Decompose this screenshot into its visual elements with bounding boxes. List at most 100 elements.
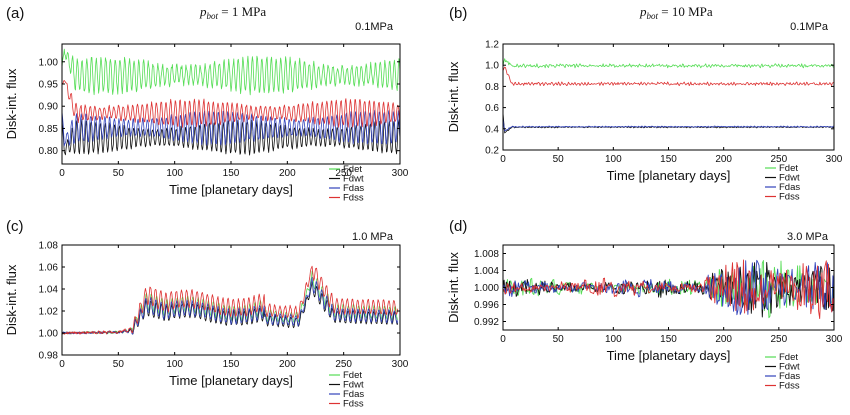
series-line-fdwt — [503, 112, 834, 134]
y-tick-label: 1.04 — [39, 285, 59, 296]
series-line-fdas — [503, 118, 834, 132]
y-tick-label: 0.996 — [474, 300, 499, 311]
x-tick-label: 150 — [223, 168, 240, 179]
panel-letter: (c) — [6, 218, 24, 235]
pressure-label: 0.1MPa — [355, 21, 394, 33]
series-line-fdet — [503, 58, 834, 69]
series-group — [503, 259, 834, 320]
series-group — [62, 48, 400, 156]
series-line-fdet — [62, 270, 399, 335]
x-tick-label: 100 — [166, 168, 183, 179]
series-line-fdss — [503, 66, 834, 86]
x-tick-label: 300 — [392, 359, 409, 370]
x-tick-label: 250 — [770, 154, 787, 165]
legend-entry: Fdas — [343, 389, 364, 400]
legend-entry: Fdwt — [343, 174, 364, 185]
y-tick-label: 1.08 — [39, 241, 59, 252]
y-tick-label: 0.6 — [485, 103, 499, 114]
y-tick-label: 1.0 — [485, 61, 499, 72]
x-tick-label: 250 — [335, 359, 352, 370]
x-tick-label: 50 — [113, 168, 125, 179]
legend-entry: Fdwt — [343, 380, 364, 391]
y-tick-label: 0.992 — [474, 317, 499, 328]
y-tick-label: 1.008 — [474, 249, 499, 260]
y-tick-label: 1.00 — [39, 329, 59, 340]
x-axis-label: Time [planetary days] — [607, 168, 731, 183]
y-tick-label: 1.004 — [474, 266, 499, 277]
pressure-label: 3.0 MPa — [787, 231, 829, 243]
legend-entry: Fdet — [343, 370, 362, 381]
x-tick-label: 50 — [553, 334, 565, 345]
series-line-fdas — [62, 109, 400, 147]
x-tick-label: 100 — [605, 154, 622, 165]
x-tick-label: 150 — [223, 359, 240, 370]
x-tick-label: 0 — [500, 154, 506, 165]
legend-entry: Fdet — [779, 352, 798, 363]
series-line-fdet — [62, 48, 400, 96]
y-tick-label: 1.02 — [39, 307, 59, 318]
pressure-label: 1.0 MPa — [352, 231, 394, 243]
legend-entry: Fdss — [779, 192, 800, 203]
legend-entry: Fdss — [343, 193, 364, 204]
x-tick-label: 200 — [715, 334, 732, 345]
y-tick-label: 0.80 — [39, 146, 59, 157]
x-tick-label: 50 — [553, 154, 565, 165]
y-axis-label: Disk-int. flux — [4, 264, 19, 335]
x-axis-label: Time [planetary days] — [607, 348, 731, 363]
y-tick-label: 0.2 — [485, 146, 499, 157]
y-tick-label: 0.8 — [485, 82, 499, 93]
series-group — [503, 58, 834, 134]
y-axis-label: Disk-int. flux — [446, 61, 461, 132]
chart-panel-2: 0 50 100 150 200 250 300 0.98 1.00 1.02 1.04 1.06 1.… — [4, 218, 409, 410]
x-axis-label: Time [planetary days] — [169, 182, 293, 197]
series-group — [62, 265, 399, 335]
pbot-header-b: pbot = 10 MPa — [639, 4, 713, 21]
x-tick-label: 0 — [59, 168, 65, 179]
legend-entry: Fdet — [779, 163, 798, 174]
y-tick-label: 1.000 — [474, 283, 499, 294]
chart-panels: 0 50 100 150 200 250 3000.800.850.900.951.00Ti… — [4, 5, 843, 410]
x-tick-label: 300 — [826, 154, 843, 165]
x-tick-label: 150 — [660, 334, 677, 345]
series-line-fdss — [62, 265, 399, 335]
y-tick-label: 0.98 — [39, 351, 59, 362]
y-tick-label: 0.85 — [39, 124, 59, 135]
plot-frame — [61, 244, 401, 356]
y-tick-label: 1.06 — [39, 263, 59, 274]
y-tick-label: 0.95 — [39, 80, 59, 91]
panel-letter: (a) — [6, 5, 24, 22]
chart-panel-1: 0 50 100 150 200 250 300 0.2 0.4 0.6 0.8 1.0 1.2 Time… — [446, 5, 843, 203]
x-tick-label: 0 — [500, 334, 506, 345]
legend-entry: Fdas — [779, 371, 800, 382]
legend-entry: Fdas — [343, 183, 364, 194]
x-tick-label: 200 — [715, 154, 732, 165]
plot-frame — [502, 43, 835, 151]
legend-entry: Fdet — [343, 164, 362, 175]
x-tick-label: 200 — [279, 168, 296, 179]
chart-panel-0: 0 50 100 150 200 250 300 0.80 0.85 0.90 0.95 1.00 Ti… — [4, 5, 409, 204]
x-tick-label: 50 — [113, 359, 125, 370]
legend-entry: Fdss — [779, 381, 800, 392]
y-tick-label: 1.00 — [39, 57, 59, 68]
pressure-label: 0.1MPa — [790, 21, 829, 33]
pbot-header-a: pbot = 1 MPa — [199, 4, 266, 21]
x-tick-label: 0 — [59, 359, 65, 370]
series-line-fdss — [503, 259, 834, 320]
pbot-header-text: pbot = 1 MPa — [199, 4, 266, 21]
x-tick-label: 200 — [279, 359, 296, 370]
legend-entry: Fdss — [343, 399, 364, 410]
pbot-header-text: pbot = 10 MPa — [639, 4, 713, 21]
x-axis-label: Time [planetary days] — [169, 373, 293, 388]
y-axis-label: Disk-int. flux — [446, 252, 461, 323]
series-line-fdwt — [62, 118, 400, 156]
chart-panel-3: 0 50 100 150 200 250 300 0.992 0.996 1.000 1.004 1.… — [446, 218, 843, 392]
x-tick-label: 250 — [335, 168, 352, 179]
x-tick-label: 300 — [392, 168, 409, 179]
legend-entry: Fdas — [779, 182, 800, 193]
x-tick-label: 100 — [605, 334, 622, 345]
